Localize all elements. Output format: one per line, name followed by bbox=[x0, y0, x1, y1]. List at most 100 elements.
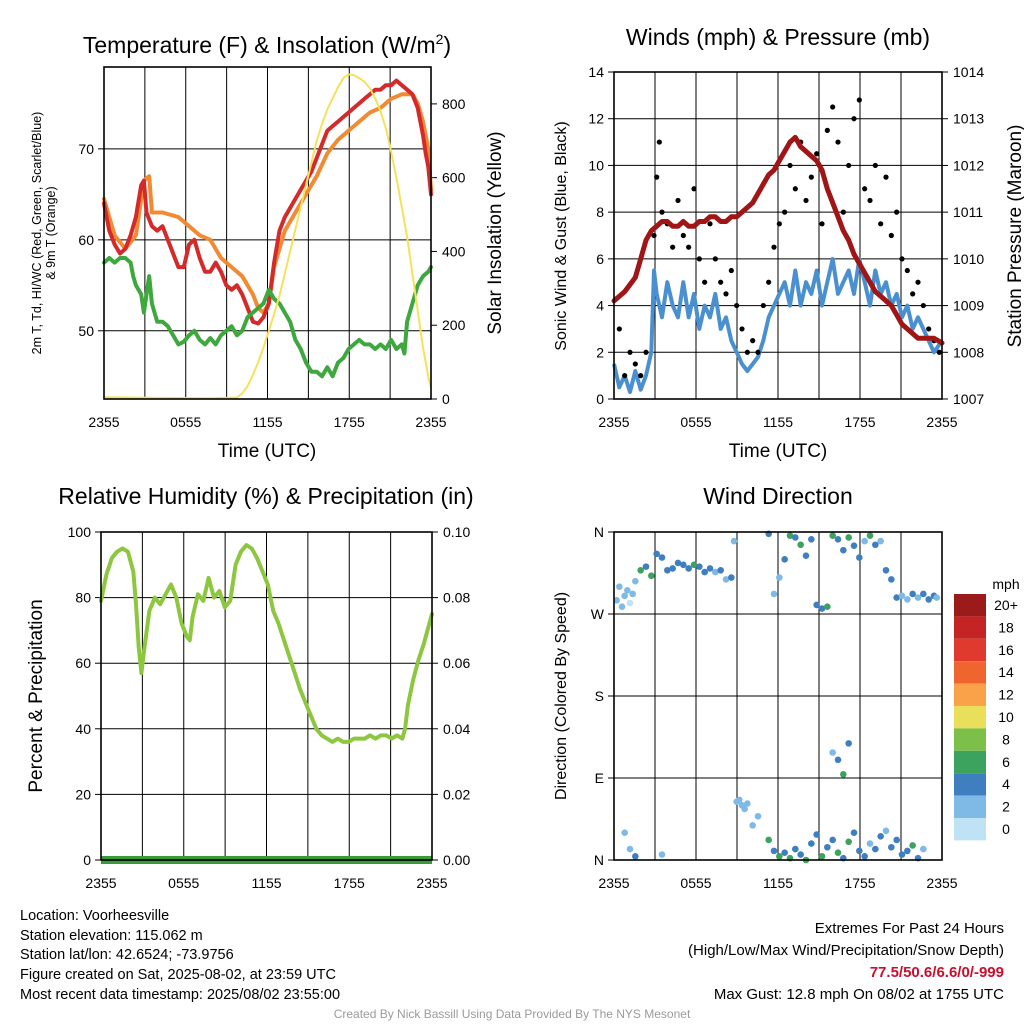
x-tick-label: 2355 bbox=[598, 414, 629, 430]
gust-point bbox=[686, 244, 692, 250]
direction-point bbox=[741, 805, 748, 813]
gust-point bbox=[910, 291, 916, 297]
station-info: Location: Voorheesville Station elevatio… bbox=[20, 907, 340, 1006]
y-tick-label: E bbox=[595, 770, 604, 786]
direction-point bbox=[642, 563, 650, 570]
td-series-line bbox=[102, 256, 433, 379]
direction-point bbox=[893, 594, 900, 601]
gust-point bbox=[750, 338, 756, 344]
humidity-chart-title: Relative Humidity (%) & Precipitation (i… bbox=[58, 483, 473, 509]
direction-point bbox=[637, 566, 644, 574]
y2-tick-label: 400 bbox=[442, 243, 466, 259]
x-tick-label: 1155 bbox=[763, 875, 793, 891]
direction-point bbox=[914, 594, 922, 601]
gust-point bbox=[936, 349, 942, 355]
y2-tick-label: 0.06 bbox=[443, 655, 470, 671]
legend-swatch bbox=[954, 795, 986, 818]
direction-point bbox=[834, 535, 842, 543]
gust-point bbox=[643, 349, 649, 355]
direction-point bbox=[776, 853, 783, 860]
direction-point bbox=[872, 845, 879, 853]
rh-series-line bbox=[99, 543, 434, 744]
direction-point bbox=[770, 590, 778, 598]
direction-point bbox=[792, 534, 799, 541]
direction-point bbox=[909, 842, 916, 849]
direction-point bbox=[632, 853, 639, 860]
gust-point bbox=[872, 162, 878, 169]
direction-point bbox=[861, 853, 868, 860]
winds-ylabel: Sonic Wind & Gust (Blue, Black) bbox=[553, 121, 570, 350]
winds-plot-frame bbox=[613, 71, 943, 400]
direction-point bbox=[840, 546, 847, 554]
x-tick-label: 2355 bbox=[85, 875, 116, 891]
extremes-subtitle: (High/Low/Max Wind/Precipitation/Snow De… bbox=[688, 942, 1004, 959]
direction-point bbox=[834, 849, 842, 857]
direction-point bbox=[856, 554, 863, 561]
gust-point bbox=[627, 349, 633, 355]
extremes-values: 77.5/50.6/6.6/0/-999 bbox=[869, 964, 1004, 981]
gust-point bbox=[766, 279, 772, 285]
legend-label: 18 bbox=[998, 619, 1014, 635]
direction-point bbox=[613, 597, 620, 604]
y-tick-label: 60 bbox=[75, 655, 91, 671]
y2-tick-label: 200 bbox=[442, 317, 466, 333]
x-tick-label: 0555 bbox=[168, 875, 199, 891]
wind-direction-ylabel: Direction (Colored By Speed) bbox=[553, 592, 570, 800]
direction-point bbox=[616, 583, 623, 590]
y-tick-label: 100 bbox=[68, 524, 92, 540]
gust-point bbox=[654, 174, 660, 180]
gust-point bbox=[755, 349, 761, 355]
direction-point bbox=[909, 590, 916, 598]
direction-point bbox=[749, 822, 756, 829]
direction-point bbox=[706, 565, 714, 572]
direction-point bbox=[813, 831, 820, 838]
direction-point bbox=[797, 541, 804, 549]
x-tick-label: 0555 bbox=[680, 875, 711, 891]
gust-point bbox=[803, 197, 809, 204]
direction-point bbox=[797, 851, 804, 858]
y-tick-label: W bbox=[591, 606, 605, 622]
y2-tick-label: 0.02 bbox=[443, 786, 470, 802]
legend-swatch bbox=[954, 818, 986, 841]
gust-point bbox=[656, 139, 662, 145]
direction-point bbox=[776, 574, 783, 581]
gust-point bbox=[707, 221, 713, 227]
wind-direction-panel: Wind Direction 2355 0555 1155 1755 2355 N E S W N… bbox=[553, 483, 1020, 891]
y2-tick-label: 1011 bbox=[953, 204, 983, 220]
direction-point bbox=[893, 836, 900, 844]
legend-label: 4 bbox=[1002, 776, 1010, 792]
direction-point bbox=[845, 740, 852, 747]
direction-point bbox=[845, 534, 852, 541]
extremes-info: Extremes For Past 24 Hours (High/Low/Max… bbox=[688, 918, 1004, 1006]
direction-point bbox=[829, 836, 836, 844]
y-tick-label: 20 bbox=[75, 786, 91, 802]
legend-swatch bbox=[954, 594, 986, 617]
station-latlon: Station lat/lon: 42.6524; -73.9756 bbox=[20, 947, 234, 964]
y-tick-label: 0 bbox=[596, 391, 604, 407]
temperature-xlabel: Time (UTC) bbox=[218, 441, 317, 462]
direction-point bbox=[624, 587, 631, 594]
legend-label: 20+ bbox=[994, 597, 1018, 613]
y2-tick-label: 0.00 bbox=[443, 852, 470, 868]
gust-point bbox=[691, 186, 697, 192]
gust-point bbox=[632, 361, 638, 367]
gust-point bbox=[926, 326, 932, 332]
winds-xlabel: Time (UTC) bbox=[729, 441, 828, 462]
direction-point bbox=[618, 603, 626, 611]
x-tick-label: 1755 bbox=[334, 414, 365, 430]
gust-point bbox=[739, 326, 745, 332]
pressure-y2label: Station Pressure (Maroon) bbox=[1005, 125, 1024, 348]
gust-point bbox=[712, 256, 718, 262]
winds-chart-title: Winds (mph) & Pressure (mb) bbox=[626, 24, 930, 50]
humidity-plot-frame bbox=[100, 531, 433, 861]
direction-point bbox=[717, 566, 724, 574]
legend-label: 10 bbox=[998, 709, 1014, 725]
gust-point bbox=[771, 244, 777, 250]
solar-series-line bbox=[103, 73, 432, 400]
direction-point bbox=[824, 843, 831, 851]
gust-point bbox=[760, 302, 766, 309]
legend-title: mph bbox=[992, 576, 1019, 592]
extremes-title: Extremes For Past 24 Hours bbox=[814, 920, 1004, 937]
gust-point bbox=[776, 221, 782, 227]
gust-point bbox=[835, 139, 841, 145]
